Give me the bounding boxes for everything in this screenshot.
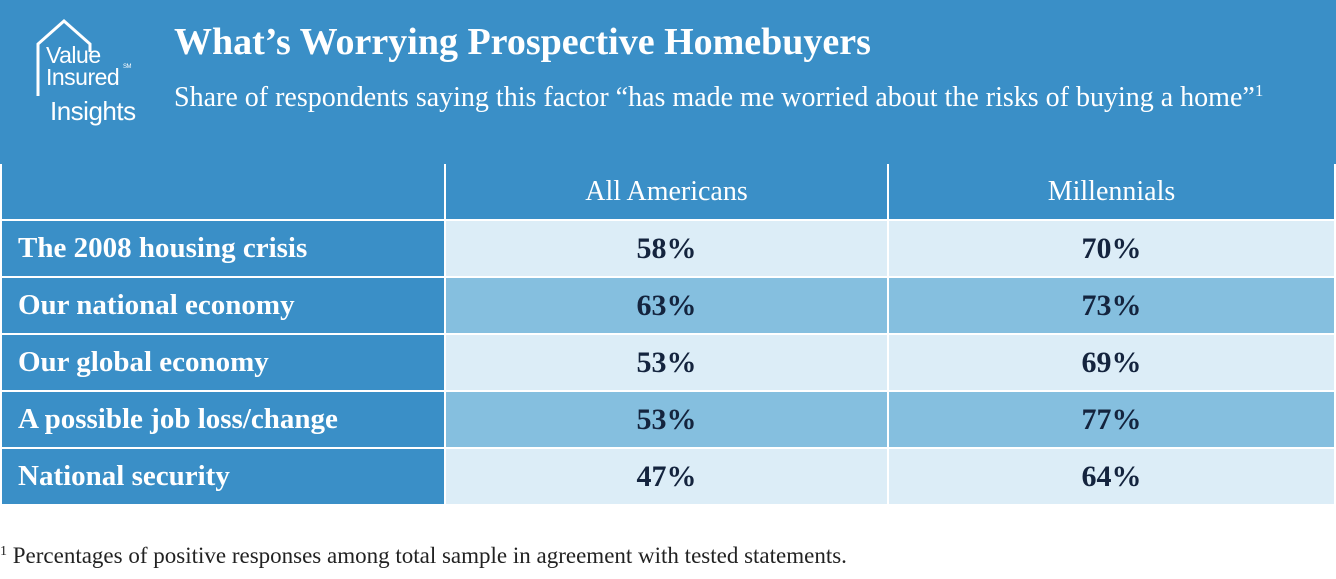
logo-text-insights: Insights [50,96,136,126]
logo-text-value: Value [46,42,101,68]
row-label: Our national economy [2,278,444,333]
footnote: 1 Percentages of positive responses amon… [0,543,847,569]
footnote-text: Percentages of positive responses among … [7,543,847,568]
row-label: Our global economy [2,335,444,390]
row-label: The 2008 housing crisis [2,221,444,276]
column-header-millennials: Millennials [889,164,1334,219]
value-all-americans: 53% [446,392,887,447]
value-all-americans: 47% [446,449,887,504]
chart-subtitle: Share of respondents saying this factor … [174,72,1314,117]
logo-text-insured: Insured [46,64,120,90]
header-banner: Value Insured SM Insights What’s Worryin… [0,0,1336,164]
house-outline-icon [36,18,92,96]
subtitle-footnote-marker: 1 [1254,81,1264,100]
value-insured-logo: Value Insured SM Insights [34,18,154,138]
value-all-americans: 58% [446,221,887,276]
value-millennials: 73% [889,278,1334,333]
subtitle-text: Share of respondents saying this factor … [174,82,1255,113]
row-label: National security [2,449,444,504]
header-empty-cell [2,164,444,219]
value-millennials: 70% [889,221,1334,276]
value-all-americans: 63% [446,278,887,333]
value-millennials: 69% [889,335,1334,390]
table-row: Our global economy 53% 69% [0,335,1336,392]
table-header-row: All Americans Millennials [0,164,1336,221]
value-millennials: 77% [889,392,1334,447]
chart-title: What’s Worrying Prospective Homebuyers [174,21,871,63]
table-row: The 2008 housing crisis 58% 70% [0,221,1336,278]
value-all-americans: 53% [446,335,887,390]
column-header-all-americans: All Americans [446,164,887,219]
footnote-marker: 1 [0,544,7,559]
logo-service-mark: SM [123,64,132,70]
value-millennials: 64% [889,449,1334,504]
table-row: A possible job loss/change 53% 77% [0,392,1336,449]
table-row: National security 47% 64% [0,449,1336,506]
table-row: Our national economy 63% 73% [0,278,1336,335]
row-label: A possible job loss/change [2,392,444,447]
